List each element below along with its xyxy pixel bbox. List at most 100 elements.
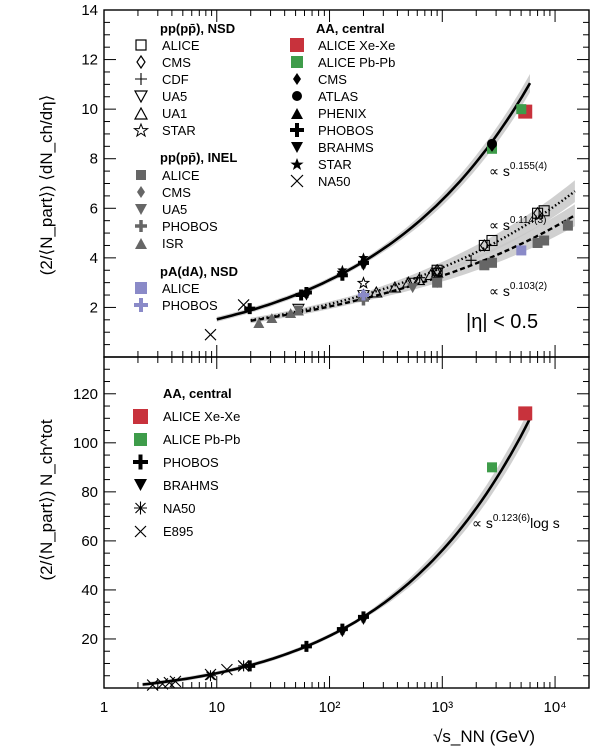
- bottom-y-axis-title: (2/⟨N_part⟩) N_ch^tot: [37, 419, 56, 580]
- bot-point-e895: [204, 668, 217, 681]
- bot-point-brahms: [336, 627, 348, 638]
- legend-bottom-x: [134, 525, 147, 538]
- bottom-fit-bands: [142, 407, 530, 687]
- legend-pp-nsd-alice: ALICE: [162, 38, 200, 53]
- bot-fit-line-1: [142, 417, 532, 686]
- legend-pp-inel-isr: ISR: [162, 236, 184, 251]
- top-point-aa-central-phobos: [244, 303, 256, 315]
- legend-symbol-open-square: [135, 39, 147, 51]
- legend-bottom-red-square: [133, 409, 148, 424]
- top-y-tick-label: 10: [81, 101, 98, 118]
- legend-symbol-black-triangle-down: [291, 142, 303, 153]
- legend-symbol-black-star: [290, 158, 304, 170]
- top-point-pp-pp-nsd-alice: [486, 234, 498, 247]
- legend-aa-top-alice-xexe: ALICE Xe-Xe: [318, 38, 395, 53]
- legend-bottom-asterisk: [134, 501, 147, 515]
- top-point-pp-pp-inel-ua5: [407, 283, 419, 294]
- top-fit-line-1: [216, 82, 532, 321]
- legend-pp-nsd-cdf: CDF: [162, 72, 189, 87]
- top-fit-label-2: ∝ s0.114(3): [489, 215, 546, 233]
- legend-aa-top: AA, central ALICE Xe-Xe ALICE Pb-Pb CMS …: [290, 21, 395, 189]
- legend-aa-top-atlas: ATLAS: [318, 89, 359, 104]
- bot-point-e895: [156, 677, 169, 690]
- bot-point-e895: [169, 675, 182, 688]
- top-y-tick-label: 12: [81, 52, 98, 69]
- legend-symbol-black-circle: [292, 91, 302, 101]
- top-point-pp-pp-nsd-ua1: [369, 285, 383, 298]
- bot-y-tick-label: 120: [73, 386, 98, 403]
- top-point-aa-central-na50: [237, 299, 250, 311]
- legend-symbol-gray-triangle-down: [135, 204, 147, 215]
- top-point-pp-pp-nsd-cdf: [414, 272, 426, 284]
- bot-point-alice-pb-pb: [487, 462, 498, 473]
- eta-range-annotation: |η| < 0.5: [466, 311, 538, 333]
- top-point-aa-central-star: [358, 252, 369, 263]
- legend-symbol-violet-cross: [134, 298, 148, 312]
- legend-pp-nsd-cms: CMS: [162, 55, 191, 70]
- bot-y-tick-label: 80: [81, 484, 98, 501]
- legend-aa-top-na50: NA50: [318, 174, 351, 189]
- legend-aa-bottom-heading: AA, central: [163, 386, 232, 401]
- top-fit-label-3: ∝ s0.103(2): [489, 281, 547, 299]
- top-y-tick-label: 14: [81, 2, 98, 19]
- bot-point-alice-xe-xe: [518, 406, 533, 421]
- legend-aa-top-phenix: PHENIX: [318, 106, 367, 121]
- legend-pp-nsd-star: STAR: [162, 123, 196, 138]
- top-point-aa-central-brahms: [357, 260, 369, 271]
- legend-pp-inel-heading: pp(pp̄), INEL: [160, 150, 237, 165]
- bottom-panel: 20 40 60 80 100 120 1 10 10² 10³ 10⁴ (2/⟨N_part⟩)…: [37, 356, 590, 746]
- legend-symbol-open-triangle-up: [133, 106, 149, 120]
- bottom-y-axis-title-text: (2/⟨N_part⟩) N_ch^tot: [37, 419, 56, 580]
- x-axis-title: √s_NN (GeV): [433, 727, 535, 746]
- legend-pp-inel-alice: ALICE: [162, 168, 200, 183]
- legend-aa-bottom-e895: E895: [163, 524, 193, 539]
- legend-symbol-gray-square: [136, 170, 146, 180]
- top-y-tick-label: 4: [90, 250, 98, 267]
- top-fit-line-2: [250, 190, 576, 322]
- top-point-pp-pp-inel-isr: [266, 313, 278, 323]
- top-point-pp-pp-inel-isr: [285, 308, 297, 319]
- legend-aa-bottom: AA, central ALICE Xe-Xe ALICE Pb-Pb PHOB…: [133, 386, 240, 539]
- legend-symbol-gray-cross: [135, 220, 147, 232]
- top-point-pp-pp-nsd-star: [356, 276, 371, 289]
- top-point-pp-pp-inel-alice: [539, 235, 550, 246]
- legend-aa-bottom-brahms: BRAHMS: [163, 478, 219, 493]
- top-data-points: [204, 104, 573, 341]
- bot-point-phobos: [300, 640, 312, 652]
- bottom-plot-frame: [103, 356, 590, 689]
- legend-pp-nsd: pp(pp̄), NSD ALICE CMS CDF UA5 UA1 STAR: [132, 21, 235, 138]
- x-tick-label: 1: [100, 699, 108, 716]
- top-point-pa-da-nsd-phobos: [357, 289, 369, 301]
- legend-pp-inel-phobos: PHOBOS: [162, 219, 218, 234]
- top-point-pp-pp-inel-alice: [487, 257, 498, 268]
- legend-pa-phobos: PHOBOS: [162, 298, 218, 313]
- legend-symbol-violet-square: [135, 282, 147, 294]
- legend-symbol-open-triangle-down: [133, 90, 149, 104]
- top-fit-label-1: ∝ s0.155(4): [489, 161, 547, 179]
- top-point-pp-pp-inel-ua5: [431, 278, 443, 289]
- top-fit-band-1: [216, 74, 531, 322]
- top-point-pp-pp-nsd-ua1: [401, 276, 415, 288]
- bot-y-tick-label: 60: [81, 533, 98, 550]
- top-point-pa-da-nsd-alice: [516, 245, 527, 256]
- x-tick-label: 10²: [319, 699, 341, 716]
- legend-aa-bottom-alice-xexe: ALICE Xe-Xe: [163, 409, 240, 424]
- legend-pp-nsd-ua1: UA1: [162, 106, 187, 121]
- legend-symbol-green-square: [291, 56, 303, 68]
- legend-aa-top-alice-pbpb: ALICE Pb-Pb: [318, 55, 395, 70]
- legend-symbol-open-diamond: [136, 54, 146, 70]
- top-point-pp-pp-nsd-cms: [533, 206, 543, 220]
- top-point-pp-pp-inel-isr: [253, 318, 265, 328]
- legend-symbol-red-square: [290, 38, 304, 52]
- legend-pp-nsd-heading: pp(pp̄), NSD: [160, 21, 235, 36]
- top-y-tick-label: 6: [90, 200, 98, 217]
- legend-bottom-green-square: [134, 433, 147, 446]
- bottom-fit-label: ∝ s0.123(6)log s: [472, 513, 560, 531]
- top-y-tick-labels: 2 4 6 8 10 12 14: [81, 2, 98, 316]
- legend-aa-top-cms: CMS: [318, 72, 347, 87]
- legend-aa-bottom-phobos: PHOBOS: [163, 455, 219, 470]
- top-point-pp-pp-nsd-ua1: [430, 266, 444, 278]
- top-axis-ticks: [103, 9, 590, 358]
- bot-y-tick-label: 20: [81, 631, 98, 648]
